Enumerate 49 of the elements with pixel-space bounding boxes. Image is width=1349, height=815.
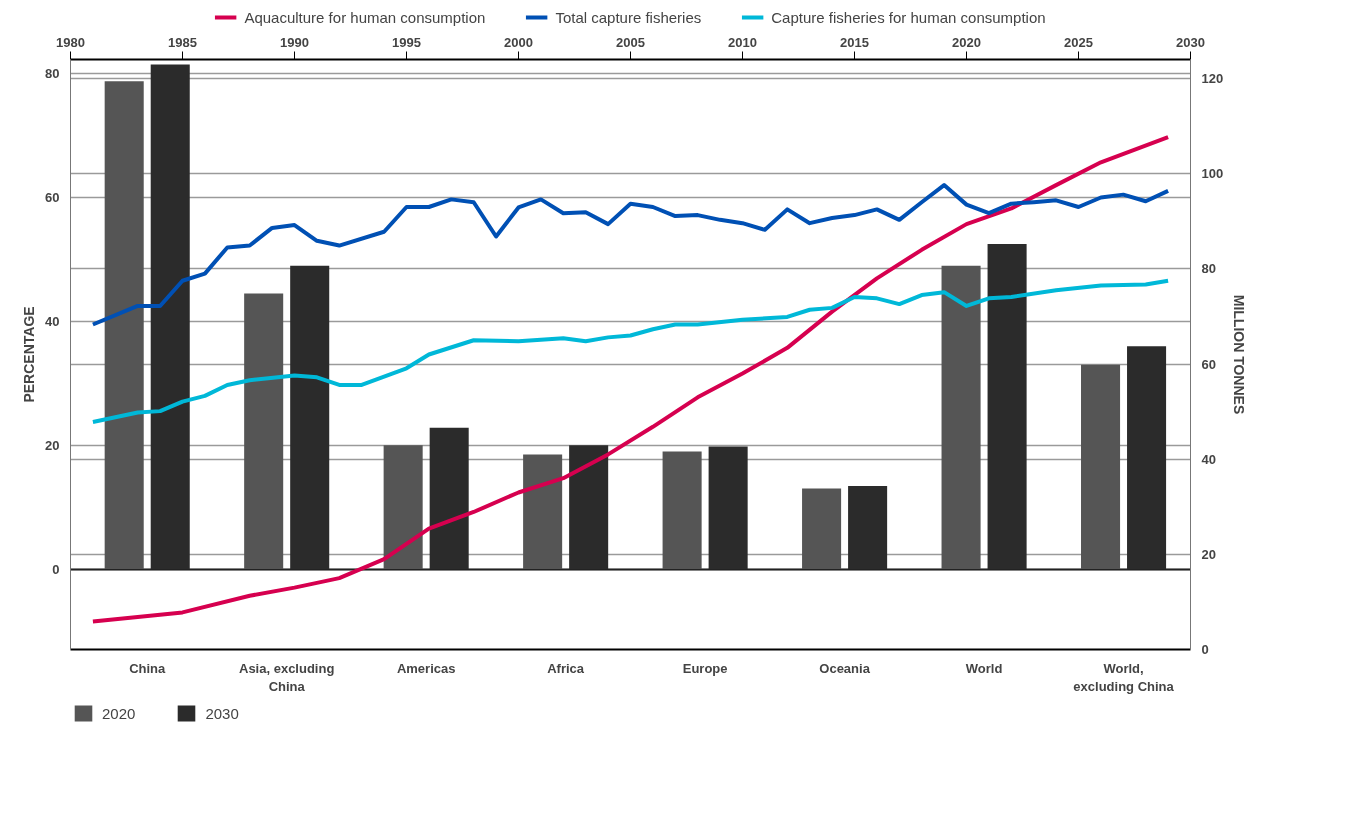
bar bbox=[662, 451, 702, 570]
y-tick-label: 20 bbox=[45, 437, 60, 453]
legend-label: Total capture fisheries bbox=[555, 8, 702, 26]
bar bbox=[802, 488, 842, 570]
x-tick-label: Oceania bbox=[819, 660, 871, 676]
legend-label: 2020 bbox=[102, 704, 136, 722]
bar bbox=[104, 81, 144, 570]
x-tick-label: 2005 bbox=[616, 34, 645, 50]
x-tick-label: 2010 bbox=[728, 34, 757, 50]
y-axis-title: MILLION TONNES bbox=[1231, 294, 1248, 415]
y-tick-label: 80 bbox=[1201, 261, 1216, 277]
bar bbox=[1081, 364, 1121, 570]
y-tick-label: 60 bbox=[45, 190, 60, 206]
line-series bbox=[90, 135, 1171, 624]
x-tick-label: 1995 bbox=[392, 34, 421, 50]
x-tick-label: China bbox=[129, 660, 167, 676]
bar bbox=[941, 265, 981, 570]
y-tick-label: 0 bbox=[52, 561, 60, 577]
y-tick-label: 100 bbox=[1201, 166, 1224, 182]
y-tick-label: 60 bbox=[1201, 356, 1216, 372]
x-tick-label: 1990 bbox=[280, 34, 309, 50]
bar bbox=[383, 445, 423, 570]
bar bbox=[244, 293, 284, 570]
x-tick-label: Americas bbox=[396, 660, 456, 676]
y-tick-label: 0 bbox=[1201, 642, 1209, 657]
legend-label: Capture fisheries for human consumption bbox=[771, 8, 1046, 26]
x-tick-label: 2000 bbox=[504, 34, 533, 50]
x-tick-label: World, excluding China bbox=[1073, 660, 1175, 694]
x-tick-label: 2025 bbox=[1064, 34, 1093, 50]
x-tick-label: Asia, excluding China bbox=[239, 660, 335, 694]
x-tick-label: 1985 bbox=[168, 34, 197, 50]
y-tick-label: 40 bbox=[45, 313, 60, 329]
x-tick-label: Africa bbox=[547, 660, 585, 676]
y-axis-title: PERCENTAGE bbox=[21, 306, 38, 403]
line-series bbox=[90, 183, 1171, 327]
x-tick-label: 1980 bbox=[56, 34, 85, 50]
y-tick-label: 80 bbox=[45, 66, 60, 82]
line-series bbox=[90, 278, 1171, 425]
y-tick-label: 40 bbox=[1201, 451, 1216, 467]
x-tick-label: 2015 bbox=[840, 34, 869, 50]
y-tick-label: 120 bbox=[1201, 71, 1224, 87]
x-tick-label: Europe bbox=[682, 660, 728, 676]
bar bbox=[523, 454, 563, 570]
legend-label: 2030 bbox=[205, 704, 239, 722]
y-tick-label: 20 bbox=[1201, 546, 1216, 562]
x-tick-label: 2030 bbox=[1176, 34, 1205, 50]
x-tick-label: 2020 bbox=[952, 34, 981, 50]
x-tick-label: World bbox=[965, 660, 1003, 676]
legend-label: Aquaculture for human consumption bbox=[244, 8, 486, 26]
